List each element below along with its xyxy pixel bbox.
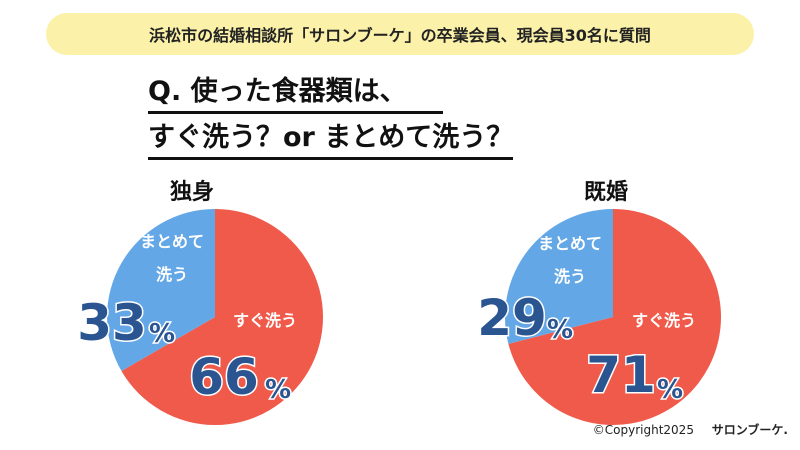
single-chart-title: 独身	[170, 180, 215, 205]
label-matomete-arau-line2: 洗う	[156, 265, 188, 284]
pct-matomete-arau: 29	[477, 289, 547, 347]
brand-name: サロンブーケ.	[711, 423, 788, 437]
footer: ©Copyright2025 サロンブーケ.	[593, 421, 788, 438]
question-line-2: すぐ洗う？or まとめて洗う？	[148, 124, 514, 160]
pct-sign-matomete-arau: %	[547, 315, 573, 345]
pct-sugu-arau: 71	[586, 346, 656, 404]
survey-banner: 浜松市の結婚相談所「サロンブーケ」の卒業会員、現会員30名に質問	[46, 13, 754, 55]
pie-slice-matomete-arau	[505, 209, 613, 344]
pct-matomete-arau: 33	[77, 294, 147, 352]
pct-sign-sugu-arau: %	[265, 375, 291, 405]
pct-sign-matomete-arau: %	[149, 319, 175, 349]
pct-sign-sugu-arau: %	[657, 375, 683, 405]
label-sugu-arau: すぐ洗う	[233, 311, 297, 330]
label-matomete-arau-line1: まとめて	[538, 234, 602, 253]
pie-slice-matomete-arau	[106, 209, 215, 371]
question-line-1: Q. 使った食器類は、	[148, 78, 443, 114]
label-matomete-arau-line2: 洗う	[554, 267, 586, 286]
copyright-text: ©Copyright2025	[592, 423, 694, 437]
label-matomete-arau-line1: まとめて	[140, 232, 204, 251]
pie-slice-sugu-arau	[121, 209, 323, 425]
label-sugu-arau: すぐ洗う	[632, 311, 696, 330]
pie-slice-sugu-arau	[508, 209, 721, 425]
pct-sugu-arau: 66	[189, 348, 259, 406]
married-chart-title: 既婚	[584, 180, 629, 205]
